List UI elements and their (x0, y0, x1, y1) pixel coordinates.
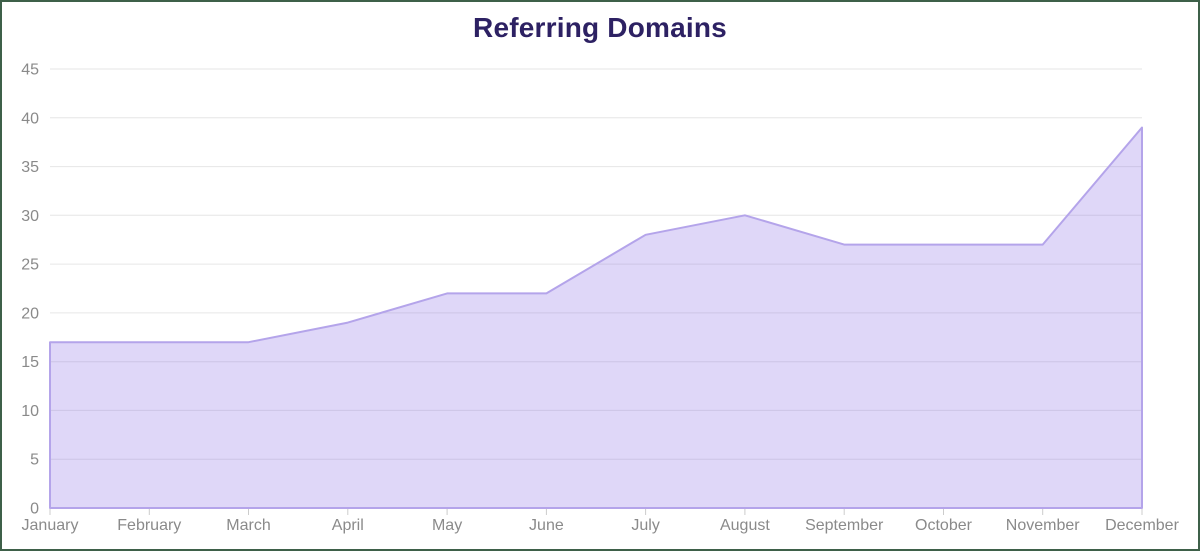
y-axis-tick-label: 30 (21, 208, 39, 225)
x-axis-month-label: March (226, 517, 270, 534)
x-axis-month-label: November (1006, 517, 1080, 534)
y-axis-tick-label: 35 (21, 159, 39, 176)
x-axis-month-label: May (432, 517, 462, 534)
x-axis-month-label: September (805, 517, 884, 534)
y-axis-tick-label: 15 (21, 354, 39, 371)
x-axis-month-label: December (1105, 517, 1179, 534)
area-series (49, 126, 1143, 509)
x-axis-month-label: August (720, 517, 770, 534)
y-axis-tick-label: 10 (21, 403, 39, 420)
x-axis-month-label: April (332, 517, 364, 534)
y-axis-tick-label: 25 (21, 257, 39, 274)
x-axis-month-label: June (529, 517, 564, 534)
y-axis-tick-label: 20 (21, 305, 39, 322)
x-axis-month-label: January (22, 517, 79, 534)
x-axis-month-label: July (631, 517, 659, 534)
y-axis-tick-label: 45 (21, 62, 39, 79)
y-axis-tick-label: 40 (21, 110, 39, 127)
x-axis-month-label: October (915, 517, 973, 534)
chart-title: Referring Domains (473, 12, 727, 43)
y-axis-tick-label: 0 (30, 501, 39, 518)
x-axis-month-label: February (117, 517, 181, 534)
y-axis-tick-label: 5 (30, 452, 39, 469)
